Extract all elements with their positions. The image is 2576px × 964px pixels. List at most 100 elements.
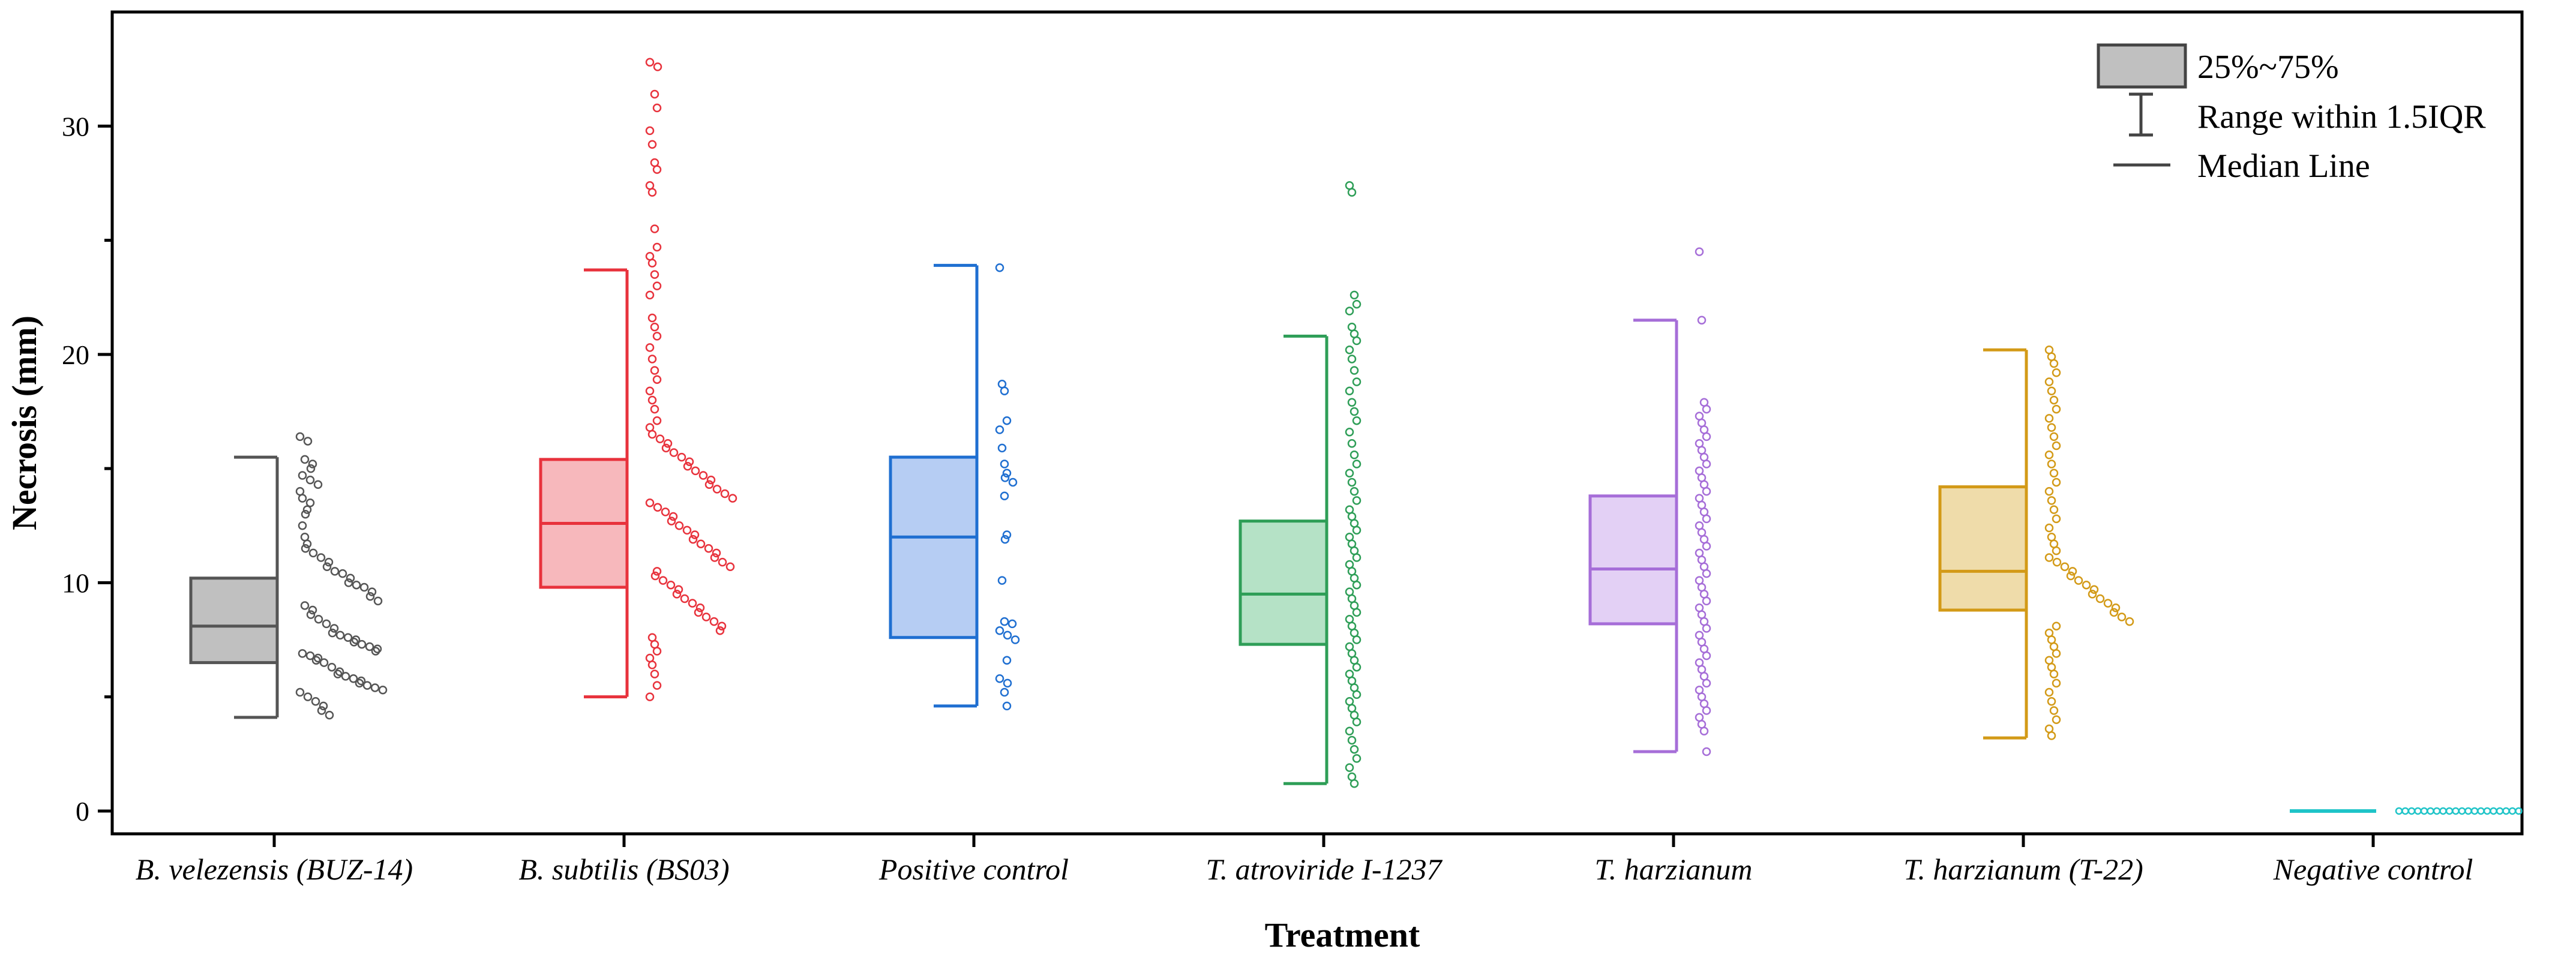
data-point: [694, 608, 703, 617]
data-point: [2483, 807, 2491, 815]
data-point: [696, 539, 706, 548]
data-point: [690, 530, 700, 539]
data-point: [2047, 386, 2056, 395]
data-point: [2452, 807, 2460, 815]
x-tick-label: Negative control: [2273, 852, 2473, 886]
data-point: [306, 610, 316, 619]
iqr-box: [889, 455, 979, 639]
data-point: [327, 662, 337, 672]
data-point: [308, 605, 317, 615]
data-point: [1347, 355, 1357, 364]
data-point: [330, 567, 340, 576]
legend-box-swatch: [2097, 43, 2187, 89]
data-point: [2502, 807, 2510, 815]
data-point: [666, 580, 676, 590]
data-point: [1345, 307, 1354, 316]
data-point: [319, 701, 328, 711]
data-point: [2049, 505, 2059, 514]
data-point: [2060, 562, 2070, 571]
data-point: [704, 544, 713, 553]
data-point: [647, 313, 657, 323]
data-point: [2082, 580, 2091, 590]
data-point: [1002, 701, 1012, 711]
iqr-box: [1938, 485, 2028, 612]
data-point: [338, 569, 347, 578]
data-point: [695, 603, 705, 612]
data-point: [298, 649, 307, 658]
data-point: [674, 521, 684, 530]
data-point: [305, 498, 315, 507]
data-point: [367, 587, 377, 596]
data-point: [2052, 368, 2061, 377]
x-axis: B. velezensis (BUZ-14) B. subtilis (BS03)…: [136, 834, 2473, 886]
data-point: [329, 624, 339, 633]
data-point: [2049, 359, 2059, 368]
data-point: [316, 553, 326, 562]
data-point: [333, 669, 343, 678]
data-point: [1352, 635, 1362, 644]
data-point: [1345, 469, 1354, 478]
data-point: [1350, 366, 1359, 375]
points-5: [1695, 247, 1711, 756]
data-point: [378, 686, 388, 695]
data-point: [2433, 807, 2441, 815]
data-point: [2052, 715, 2061, 724]
data-point: [2052, 621, 2061, 630]
data-point: [311, 697, 320, 706]
data-point: [1702, 624, 1711, 633]
data-point: [346, 573, 355, 583]
data-point: [2420, 807, 2428, 815]
data-point: [652, 681, 662, 690]
iqr-box: [189, 576, 279, 665]
data-point: [2044, 523, 2054, 533]
data-point: [357, 639, 367, 649]
data-point: [2515, 807, 2523, 815]
data-point: [645, 386, 655, 395]
plot-frame: [110, 10, 2524, 836]
data-point: [653, 62, 662, 71]
data-point: [652, 567, 662, 576]
data-point: [2049, 395, 2059, 405]
data-point: [668, 512, 678, 521]
data-point: [2439, 807, 2447, 815]
data-point: [1350, 290, 1359, 300]
x-tick-label: T. atroviride I-1237: [1205, 852, 1443, 886]
data-point: [1699, 726, 1709, 735]
data-point: [2047, 697, 2056, 706]
data-point: [2089, 585, 2099, 594]
data-point: [1007, 619, 1017, 629]
data-point: [2052, 557, 2062, 567]
data-point: [305, 475, 315, 485]
data-point: [1000, 687, 1009, 697]
data-point: [319, 658, 329, 667]
y-tick-label: 30: [62, 111, 89, 142]
data-point: [709, 617, 719, 626]
data-point: [1702, 678, 1711, 688]
data-point: [1352, 608, 1362, 617]
legend-label-iqr: 25%~75%: [2197, 49, 2339, 86]
data-point: [2049, 706, 2059, 715]
data-point: [1352, 525, 1362, 535]
y-axis: 0 10 20 30: [62, 111, 112, 827]
data-point: [328, 628, 337, 638]
data-point: [1702, 514, 1711, 524]
data-point: [1695, 247, 1704, 256]
data-point: [685, 457, 694, 466]
data-point: [298, 494, 307, 503]
data-point: [2052, 678, 2061, 688]
data-point: [303, 437, 313, 446]
data-point: [997, 576, 1007, 585]
data-point: [712, 485, 722, 494]
data-point: [1350, 744, 1359, 754]
data-point: [661, 443, 671, 453]
data-point: [652, 375, 662, 384]
data-point: [652, 103, 662, 113]
data-point: [305, 651, 315, 660]
data-point: [2395, 807, 2403, 815]
data-point: [371, 647, 380, 656]
data-point: [1352, 377, 1362, 386]
data-point: [652, 242, 662, 252]
data-point: [1000, 473, 1010, 482]
data-point: [645, 692, 655, 701]
